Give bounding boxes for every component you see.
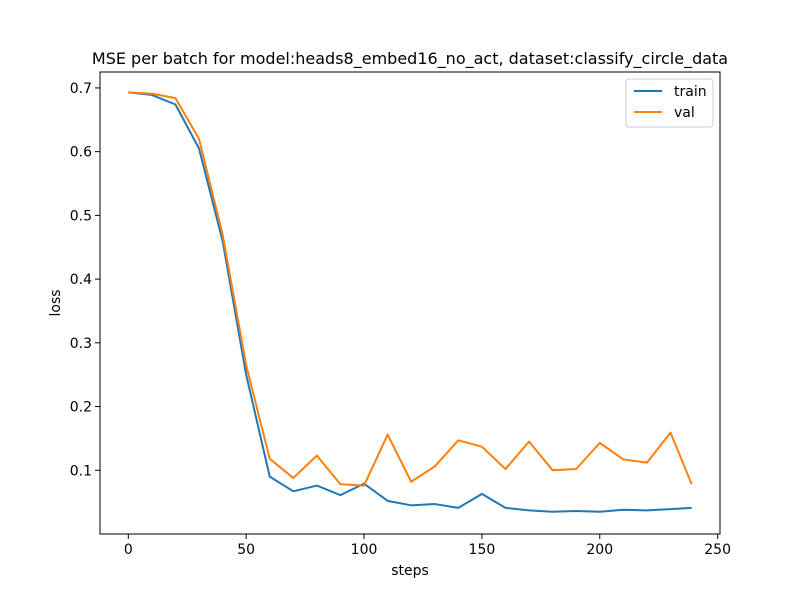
y-axis-ticks: 0.1 0.2 0.3 0.4 0.5 0.6 0.7 — [70, 81, 100, 479]
x-tick-label: 250 — [704, 542, 731, 558]
series-layer — [128, 91, 693, 513]
legend-label-val: val — [674, 105, 695, 121]
chart-title: MSE per batch for model:heads8_embed16_n… — [92, 49, 728, 69]
x-tick-label: 150 — [469, 542, 496, 558]
legend-items: train val — [634, 84, 707, 121]
x-tick-label: 200 — [586, 542, 613, 558]
axes-frame — [99, 71, 721, 535]
legend-label-train: train — [674, 84, 707, 100]
y-axis-label: loss — [48, 289, 64, 316]
y-tick-label: 0.5 — [70, 208, 92, 224]
x-tick-label: 50 — [237, 542, 255, 558]
y-tick-label: 0.1 — [70, 463, 92, 479]
x-axis-label: steps — [391, 563, 429, 579]
x-tick-label: 0 — [124, 542, 133, 558]
y-tick-label: 0.4 — [70, 272, 92, 288]
legend: train val — [625, 78, 714, 128]
series-line-val — [128, 91, 693, 487]
x-tick-label: 100 — [351, 542, 378, 558]
y-tick-label: 0.2 — [70, 400, 92, 416]
plot-area — [99, 71, 721, 535]
y-tick-label: 0.6 — [70, 145, 92, 161]
series-line-train — [128, 91, 692, 513]
x-axis-ticks: 0 50 100 150 200 250 — [124, 534, 731, 558]
y-tick-label: 0.7 — [70, 81, 92, 97]
y-tick-label: 0.3 — [70, 336, 92, 352]
